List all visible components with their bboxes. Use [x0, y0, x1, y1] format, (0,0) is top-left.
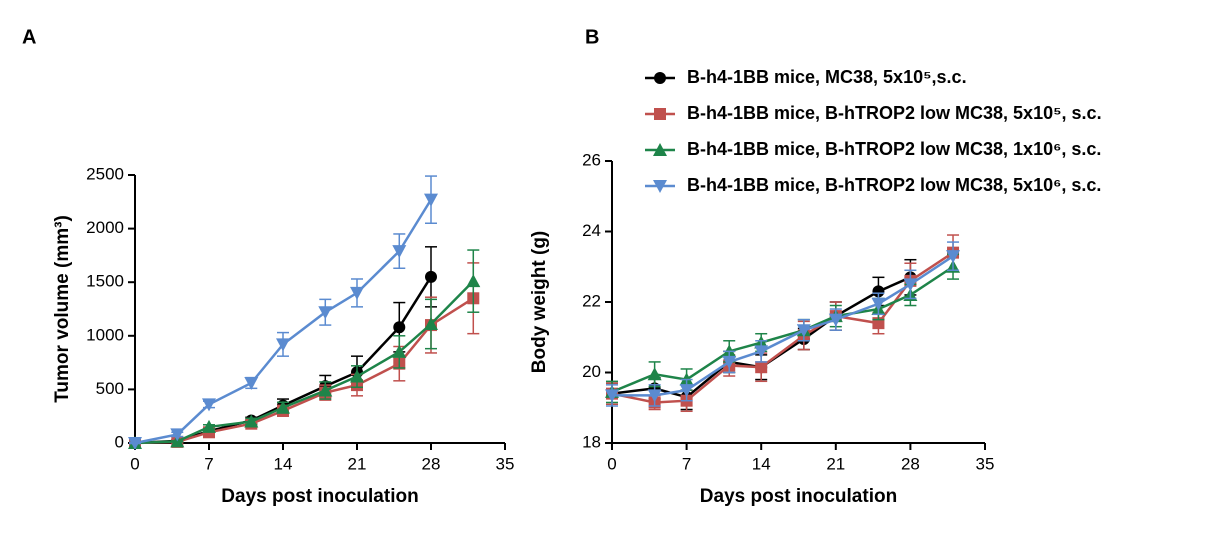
y-tick-label: 2000 — [86, 218, 124, 237]
marker — [828, 313, 843, 327]
y-tick-label: 1500 — [86, 272, 124, 291]
legend-marker — [653, 180, 667, 193]
marker — [244, 376, 259, 390]
series-line — [611, 265, 954, 394]
marker — [871, 297, 886, 311]
legend-marker — [653, 143, 667, 156]
x-tick-label: 21 — [826, 454, 845, 473]
marker — [605, 389, 619, 403]
y-tick-label: 26 — [582, 150, 601, 169]
marker — [318, 383, 333, 397]
marker — [722, 355, 737, 369]
legend-label: B-h4-1BB mice, B-hTROP2 low MC38, 5x10⁵,… — [687, 103, 1102, 123]
marker — [170, 428, 185, 442]
x-tick-label: 14 — [752, 454, 771, 473]
marker — [392, 344, 407, 358]
legend-label: B-h4-1BB mice, B-hTROP2 low MC38, 1x10⁶,… — [687, 139, 1101, 159]
y-tick-label: 1000 — [86, 325, 124, 344]
x-tick-label: 7 — [682, 454, 691, 473]
y-tick-label: 20 — [582, 362, 601, 381]
marker — [755, 361, 768, 374]
legend-label: B-h4-1BB mice, MC38, 5x10⁵,s.c. — [687, 67, 967, 87]
x-tick-label: 21 — [348, 454, 367, 473]
marker — [128, 437, 142, 450]
y-axis-label: Body weight (g) — [529, 231, 550, 373]
y-axis-label: Tumor volume (mm³) — [52, 215, 73, 403]
marker — [424, 317, 438, 331]
marker — [202, 398, 216, 412]
x-tick-label: 7 — [204, 454, 213, 473]
marker — [202, 419, 216, 433]
x-tick-label: 28 — [422, 454, 441, 473]
x-axis-label: Days post inoculation — [700, 486, 897, 507]
marker — [350, 286, 364, 300]
marker — [903, 278, 918, 292]
marker — [647, 367, 662, 381]
series-line — [134, 297, 474, 445]
panel-label: B — [585, 26, 599, 48]
marker — [244, 414, 259, 428]
marker — [350, 369, 364, 383]
y-tick-label: 18 — [582, 432, 601, 451]
series-line — [134, 280, 475, 445]
series-line — [611, 251, 954, 404]
marker — [276, 338, 290, 352]
marker — [647, 389, 662, 403]
marker — [425, 270, 437, 283]
x-tick-label: 35 — [976, 454, 995, 473]
marker — [754, 345, 769, 359]
y-tick-label: 24 — [582, 221, 601, 240]
marker — [466, 274, 481, 288]
marker — [392, 245, 407, 259]
x-axis-label: Days post inoculation — [221, 486, 418, 507]
x-tick-label: 14 — [274, 454, 293, 473]
x-tick-label: 0 — [130, 454, 139, 473]
marker — [946, 250, 961, 264]
y-tick-label: 2500 — [86, 164, 124, 183]
marker — [796, 324, 811, 338]
legend-label: B-h4-1BB mice, B-hTROP2 low MC38, 5x10⁶,… — [687, 175, 1101, 195]
marker — [393, 321, 406, 334]
legend-marker — [654, 72, 666, 84]
panel-label: A — [22, 26, 36, 48]
x-tick-label: 0 — [607, 454, 616, 473]
marker — [872, 285, 885, 298]
marker — [318, 306, 333, 320]
series-line — [612, 255, 954, 397]
marker — [679, 384, 694, 398]
x-tick-label: 35 — [496, 454, 515, 473]
y-tick-label: 0 — [115, 432, 124, 451]
x-tick-label: 28 — [901, 454, 920, 473]
marker — [424, 193, 438, 207]
marker — [276, 400, 290, 414]
y-tick-label: 500 — [96, 379, 124, 398]
y-tick-label: 22 — [582, 291, 601, 310]
legend-marker — [654, 108, 666, 120]
